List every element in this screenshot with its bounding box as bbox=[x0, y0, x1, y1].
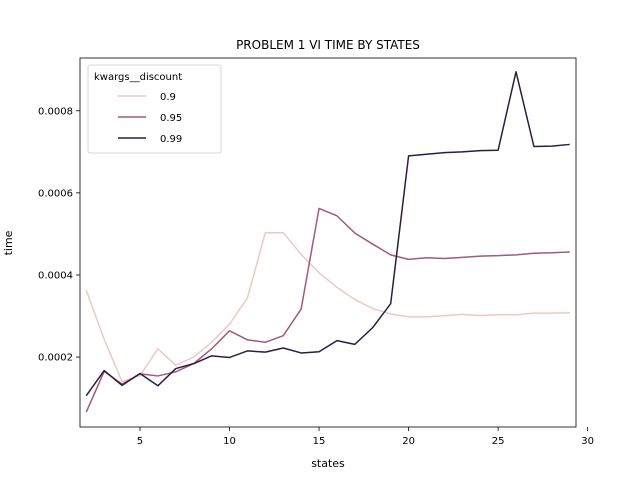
series-line-0 bbox=[85, 231, 570, 383]
legend-entry-label: 0.95 bbox=[160, 113, 182, 124]
series-layer bbox=[85, 71, 570, 413]
chart-title: PROBLEM 1 VI TIME BY STATES bbox=[236, 38, 420, 52]
x-axis-label: states bbox=[311, 457, 345, 470]
legend: kwargs__discount 0.9 0.95 0.99 bbox=[87, 64, 222, 154]
x-tick-label: 5 bbox=[137, 436, 143, 447]
x-tick-label: 20 bbox=[402, 436, 415, 447]
plot-frame bbox=[79, 57, 577, 428]
x-tick-label: 15 bbox=[313, 436, 326, 447]
y-tick-label: 0.0002 bbox=[38, 353, 73, 364]
legend-title: kwargs__discount bbox=[94, 72, 182, 83]
y-tick-label: 0.0004 bbox=[38, 270, 73, 281]
series-line-2 bbox=[85, 71, 570, 397]
y-axis-label: time bbox=[2, 230, 15, 255]
x-tick-label: 30 bbox=[581, 436, 594, 447]
legend-entry-label: 0.99 bbox=[160, 134, 182, 145]
x-tick-label: 10 bbox=[223, 436, 236, 447]
y-tick-label: 0.0008 bbox=[38, 106, 73, 117]
y-tick-label: 0.0006 bbox=[38, 188, 73, 199]
legend-box bbox=[87, 64, 222, 154]
series-line-1 bbox=[85, 207, 570, 413]
x-tick-label: 25 bbox=[492, 436, 505, 447]
legend-entry-label: 0.9 bbox=[160, 92, 176, 103]
axes-layer: 5 10 15 20 25 30 0.0002 0.0004 0.0006 0.0008 bbox=[38, 57, 594, 447]
